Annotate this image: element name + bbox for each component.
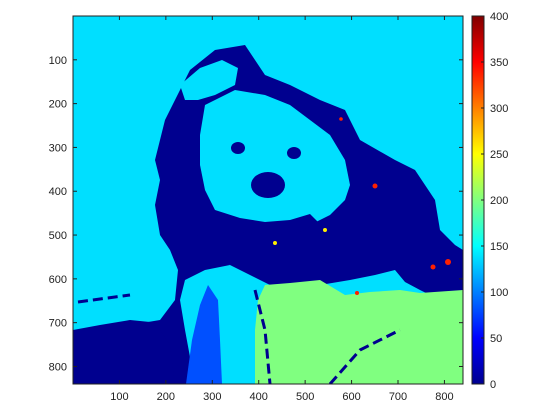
hot-spot: [355, 291, 359, 295]
x-tick-label: 800: [435, 391, 453, 403]
colorbar-tick-label: 100: [490, 287, 508, 299]
colorbar-tick-label: 150: [490, 241, 508, 253]
colorbar-tick-label: 200: [490, 195, 508, 207]
highlight-spot: [323, 228, 327, 232]
image-area: [73, 16, 463, 384]
hot-spot: [372, 183, 378, 189]
stitch-middle: [253, 289, 272, 384]
x-tick-label: 600: [342, 391, 360, 403]
plot-frame: [72, 15, 464, 385]
mouth: [215, 210, 318, 236]
colorbar-tick-label: 0: [490, 379, 496, 391]
colorbar-tick-label: 400: [490, 11, 508, 23]
colorbar-tick-label: 300: [490, 103, 508, 115]
eye-right: [287, 147, 301, 159]
nose: [251, 172, 285, 198]
colorbar-axis: 0 50 100 150 200 250 300 350 400: [481, 11, 508, 391]
x-tick-label: 100: [110, 391, 128, 403]
y-tick-label: 500: [49, 230, 67, 242]
hot-spot: [339, 117, 343, 121]
dark-region-lower-left: [73, 320, 175, 384]
colorbar-tick-label: 350: [490, 57, 508, 69]
y-tick-label: 700: [49, 318, 67, 330]
x-tick-label: 300: [203, 391, 221, 403]
stitch-left: [77, 293, 131, 304]
y-tick-label: 200: [49, 99, 67, 111]
y-tick-label: 100: [49, 55, 67, 67]
colorbar-tick-label: 250: [490, 149, 508, 161]
y-tick-label: 600: [49, 274, 67, 286]
face-region: [200, 90, 350, 230]
ear-inner-region: [180, 60, 238, 100]
x-tick-label: 500: [296, 391, 314, 403]
eye-left: [231, 142, 245, 154]
x-tick-label: 700: [389, 391, 407, 403]
x-axis: 100 200 300 400 500 600 700 800: [110, 16, 454, 403]
y-tick-label: 300: [49, 142, 67, 154]
hot-spot: [445, 259, 451, 265]
stripe-region: [186, 285, 222, 384]
shirt-region: [255, 280, 463, 384]
x-tick-label: 400: [250, 391, 268, 403]
y-tick-label: 400: [49, 186, 67, 198]
stitch-right: [328, 328, 401, 384]
x-tick-label: 200: [157, 391, 175, 403]
hot-spot: [430, 264, 436, 270]
y-axis: 100 200 300 400 500 600 700 800: [49, 55, 463, 373]
highlight-spot: [273, 241, 277, 245]
colorbar-tick-label: 50: [490, 333, 502, 345]
y-tick-label: 800: [49, 361, 67, 373]
